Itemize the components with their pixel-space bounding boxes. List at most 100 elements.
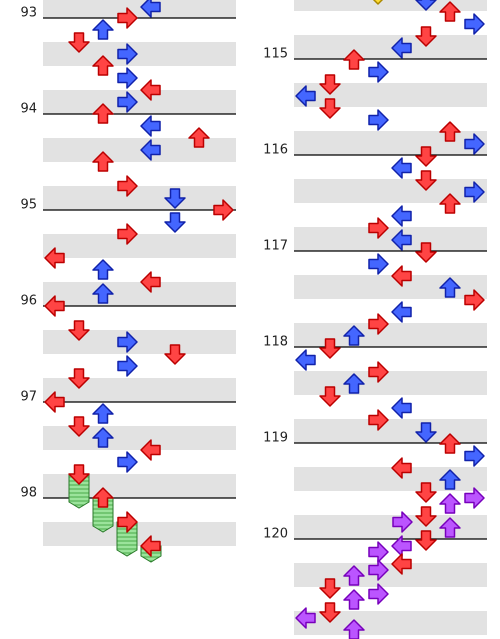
- beat-band: [43, 138, 236, 162]
- step-arrow: [368, 253, 389, 275]
- measure-number: 97: [20, 390, 37, 405]
- measure-number: 118: [263, 335, 288, 350]
- step-arrow: [117, 223, 138, 245]
- step-arrow: [391, 457, 412, 479]
- measure-number: 96: [20, 294, 37, 309]
- step-arrow: [117, 43, 138, 65]
- step-arrow: [464, 133, 485, 155]
- beat-band: [43, 0, 236, 18]
- step-arrow: [372, 0, 384, 5]
- step-arrow: [391, 301, 412, 323]
- step-arrow: [140, 0, 161, 18]
- step-arrow: [44, 295, 65, 317]
- step-arrow: [368, 109, 389, 131]
- measure-number: 93: [20, 6, 37, 21]
- step-arrow: [92, 283, 114, 304]
- beat-band: [43, 282, 236, 306]
- step-arrow: [464, 181, 485, 203]
- beat-band: [43, 234, 236, 258]
- step-arrow: [117, 355, 138, 377]
- step-arrow: [391, 397, 412, 419]
- step-arrow: [439, 1, 461, 22]
- step-arrow: [439, 493, 461, 514]
- step-arrow: [464, 445, 485, 467]
- step-arrow: [295, 349, 316, 371]
- step-arrow: [464, 289, 485, 311]
- step-arrow: [391, 37, 412, 59]
- step-arrow: [117, 7, 138, 29]
- step-arrow: [213, 199, 234, 221]
- measure-number: 98: [20, 486, 37, 501]
- step-arrow: [319, 578, 341, 599]
- step-arrow: [391, 265, 412, 287]
- step-arrow: [92, 487, 114, 508]
- step-arrow: [319, 386, 341, 407]
- step-arrow: [368, 409, 389, 431]
- step-arrow: [439, 277, 461, 298]
- step-arrow: [68, 32, 90, 53]
- step-arrow: [140, 271, 161, 293]
- beat-band: [294, 179, 487, 203]
- step-arrow: [343, 619, 365, 639]
- beat-band: [294, 563, 487, 587]
- step-arrow: [92, 151, 114, 172]
- beat-band: [294, 371, 487, 395]
- step-arrow: [295, 85, 316, 107]
- step-arrow: [391, 157, 412, 179]
- step-arrow: [92, 103, 114, 124]
- step-arrow: [391, 205, 412, 227]
- step-arrow: [92, 427, 114, 448]
- step-arrow: [319, 98, 341, 119]
- measure-number: 95: [20, 198, 37, 213]
- step-arrow: [140, 79, 161, 101]
- step-arrow: [368, 583, 389, 605]
- step-arrow: [164, 344, 186, 365]
- step-arrow: [415, 26, 437, 47]
- step-arrow: [415, 506, 437, 527]
- measure-number: 119: [263, 431, 288, 446]
- step-arrow: [92, 55, 114, 76]
- step-arrow: [117, 331, 138, 353]
- step-arrow: [464, 487, 485, 509]
- step-arrow: [415, 530, 437, 551]
- step-arrow: [415, 482, 437, 503]
- step-arrow: [319, 74, 341, 95]
- step-arrow: [92, 403, 114, 424]
- measure-number: 116: [263, 143, 288, 158]
- step-arrow: [343, 565, 365, 586]
- beat-band: [294, 35, 487, 59]
- step-arrow: [68, 464, 90, 485]
- beat-band: [43, 186, 236, 210]
- measure-number: 117: [263, 239, 288, 254]
- step-arrow: [68, 416, 90, 437]
- beat-band: [294, 323, 487, 347]
- step-arrow: [439, 433, 461, 454]
- step-arrow: [188, 127, 210, 148]
- step-arrow: [140, 115, 161, 137]
- beat-band: [43, 522, 236, 546]
- step-arrow: [295, 607, 316, 629]
- step-arrow: [343, 589, 365, 610]
- step-arrow: [92, 19, 114, 40]
- step-arrow: [368, 361, 389, 383]
- step-arrow: [117, 175, 138, 197]
- step-arrow: [415, 0, 437, 11]
- step-arrow: [117, 451, 138, 473]
- step-arrow: [140, 535, 161, 557]
- step-arrow: [439, 121, 461, 142]
- step-arrow: [439, 517, 461, 538]
- step-arrow: [392, 511, 413, 533]
- measure-number: 115: [263, 47, 288, 62]
- step-arrow: [140, 439, 161, 461]
- step-arrow: [319, 602, 341, 623]
- step-arrow: [117, 511, 138, 533]
- step-arrow: [368, 559, 389, 581]
- step-arrow: [140, 139, 161, 161]
- step-arrow: [415, 146, 437, 167]
- beat-band: [294, 0, 487, 11]
- step-arrow: [92, 259, 114, 280]
- step-arrow: [368, 61, 389, 83]
- step-arrow: [117, 91, 138, 113]
- step-arrow: [415, 422, 437, 443]
